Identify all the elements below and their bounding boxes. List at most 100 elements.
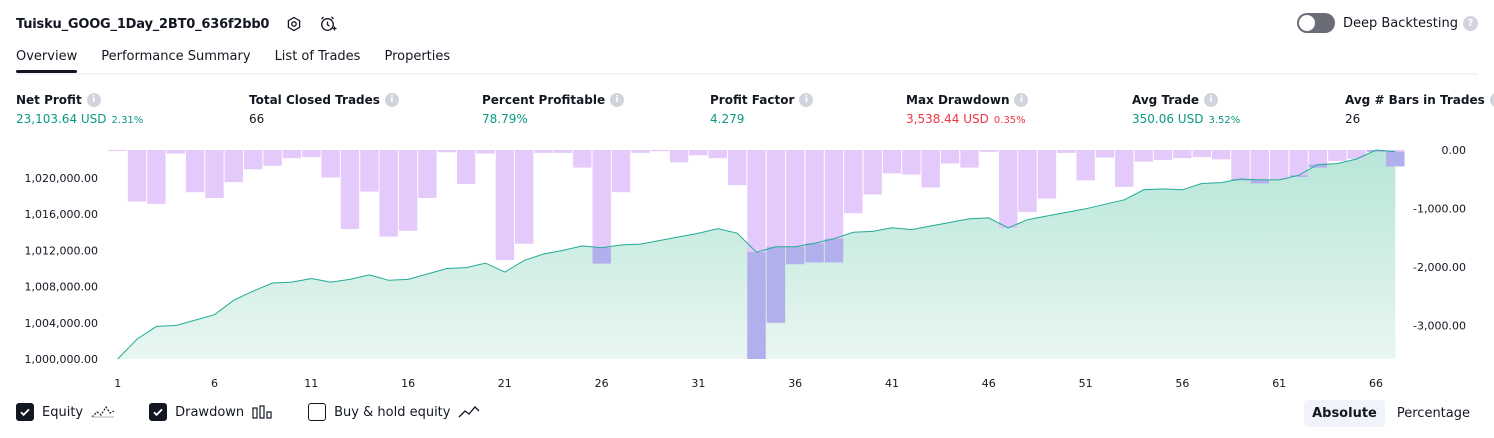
drawdown-bar — [592, 150, 611, 264]
x-tick-label: 1 — [114, 377, 121, 390]
drawdown-bar — [805, 150, 824, 263]
drawdown-bar — [631, 150, 650, 153]
tab-list-of-trades[interactable]: List of Trades — [274, 49, 361, 64]
drawdown-bar — [1134, 150, 1153, 162]
drawdown-bar — [456, 150, 476, 184]
drawdown-bar — [1037, 150, 1057, 199]
add-alert-icon[interactable] — [317, 13, 339, 35]
drawdown-bar — [1076, 150, 1095, 181]
metric-max-drawdown: Max Drawdown i 3,538.44 USD 0.35% — [906, 93, 1029, 126]
drawdown-overlap — [1386, 151, 1405, 167]
info-icon[interactable]: i — [86, 93, 101, 107]
drawdown-bar — [786, 150, 805, 265]
drawdown-bar — [902, 150, 921, 175]
metric-label: Avg # Bars in Trades — [1345, 93, 1485, 107]
drawdown-bar — [321, 150, 340, 178]
y-left-tick-label: 1,004,000.00 — [25, 317, 98, 330]
x-tick-label: 21 — [498, 377, 512, 390]
legend-buy-hold-equity[interactable]: Buy & hold equity — [308, 403, 482, 421]
drawdown-bar — [611, 150, 631, 193]
drawdown-bar — [669, 150, 689, 163]
legend-equity[interactable]: Equity — [16, 403, 115, 421]
metric-value: 4.279 — [710, 112, 745, 126]
drawdown-bar — [863, 150, 882, 195]
info-icon[interactable]: i — [1014, 93, 1029, 107]
settings-icon[interactable] — [283, 13, 305, 35]
tab-performance-summary[interactable]: Performance Summary — [101, 49, 251, 64]
drawdown-overlap — [1308, 164, 1328, 168]
metric-value: 23,103.64 USD — [16, 112, 107, 126]
metric-total-closed-trades: Total Closed Trades i 66 — [249, 93, 399, 126]
drawdown-overlap — [824, 238, 844, 263]
drawdown-bar — [360, 150, 379, 192]
y-left-tick-label: 1,016,000.00 — [25, 208, 98, 221]
drawdown-bar — [940, 150, 960, 164]
drawdown-bar — [1289, 150, 1308, 177]
drawdown-bar — [650, 150, 669, 152]
drawdown-bar — [1270, 150, 1289, 180]
percentage-button[interactable]: Percentage — [1396, 406, 1470, 421]
y-left-tick-label: 1,008,000.00 — [25, 281, 98, 294]
metric-value: 26 — [1345, 112, 1361, 126]
equity-line — [117, 149, 1396, 360]
drawdown-bar — [882, 150, 902, 174]
drawdown-bar — [824, 150, 844, 263]
drawdown-bar — [979, 150, 998, 152]
tabs-divider — [16, 73, 1478, 75]
legend-label: Buy & hold equity — [334, 404, 451, 420]
metric-percent: 2.31% — [111, 115, 144, 126]
legend-label: Drawdown — [175, 404, 245, 420]
x-tick-label: 36 — [788, 377, 802, 390]
drawdown-overlap — [1250, 179, 1269, 184]
info-icon[interactable]: i — [799, 93, 814, 107]
x-tick-label: 11 — [304, 377, 318, 390]
x-tick-label: 56 — [1175, 377, 1189, 390]
equity-drawdown-chart: 1,000,000.00 1,004,000.00 1,008,000.00 1,01… — [25, 144, 1467, 390]
tab-overview[interactable]: Overview — [16, 44, 78, 73]
drawdown-bar — [147, 150, 166, 204]
x-axis: 1 6 11 16 21 26 31 36 41 46 51 56 61 66 — [114, 377, 1383, 390]
y-right-tick-label: -2,000.00 — [1413, 261, 1466, 274]
info-icon[interactable]: i — [1204, 93, 1219, 107]
drawdown-bar — [224, 150, 243, 183]
drawdown-overlap — [1366, 150, 1386, 152]
drawdown-bar — [244, 150, 263, 170]
info-icon[interactable]: i — [610, 93, 625, 107]
drawdown-overlap — [1231, 179, 1250, 181]
y-right-tick-label: -1,000.00 — [1413, 203, 1466, 216]
drawdown-bar — [960, 150, 979, 168]
drawdown-overlap — [805, 243, 824, 263]
drawdown-bar — [999, 150, 1018, 228]
drawdown-bar — [1192, 150, 1211, 157]
x-tick-label: 46 — [982, 377, 996, 390]
equity-line-icon — [91, 405, 115, 419]
info-icon[interactable]: i — [384, 93, 399, 107]
drawdown-bar — [495, 150, 515, 261]
help-icon[interactable]: ? — [1463, 15, 1478, 31]
metric-value: 350.06 USD — [1132, 112, 1204, 126]
metric-percent-profitable: Percent Profitable i 78.79% — [482, 93, 625, 126]
buy-hold-checkbox[interactable] — [308, 403, 327, 421]
drawdown-bars — [108, 150, 1405, 359]
drawdown-checkbox[interactable] — [149, 403, 168, 421]
equity-checkbox[interactable] — [16, 403, 34, 421]
strategy-title: Tuisku_GOOG_1Day_2BT0_636f2bb0 — [16, 16, 270, 32]
drawdown-bar — [108, 150, 127, 151]
metric-value: 66 — [249, 112, 265, 126]
y-right-tick-label: 0.00 — [1442, 144, 1467, 157]
info-icon[interactable]: i — [1489, 93, 1494, 107]
toggle-knob — [1298, 15, 1315, 31]
drawdown-bar — [1153, 150, 1173, 160]
drawdown-bar — [728, 150, 747, 186]
y-axis-left: 1,000,000.00 1,004,000.00 1,008,000.00 1,01… — [25, 172, 98, 366]
legend-drawdown[interactable]: Drawdown — [149, 403, 274, 421]
tab-properties[interactable]: Properties — [384, 49, 451, 64]
deep-backtesting-toggle[interactable] — [1296, 13, 1335, 33]
drawdown-bar — [689, 150, 708, 156]
metric-label: Max Drawdown — [906, 93, 1010, 107]
x-tick-label: 16 — [401, 377, 415, 390]
drawdown-bar — [340, 150, 360, 229]
absolute-button[interactable]: Absolute — [1304, 400, 1385, 427]
metric-value: 78.79% — [482, 112, 528, 126]
metric-label: Net Profit — [16, 93, 82, 107]
